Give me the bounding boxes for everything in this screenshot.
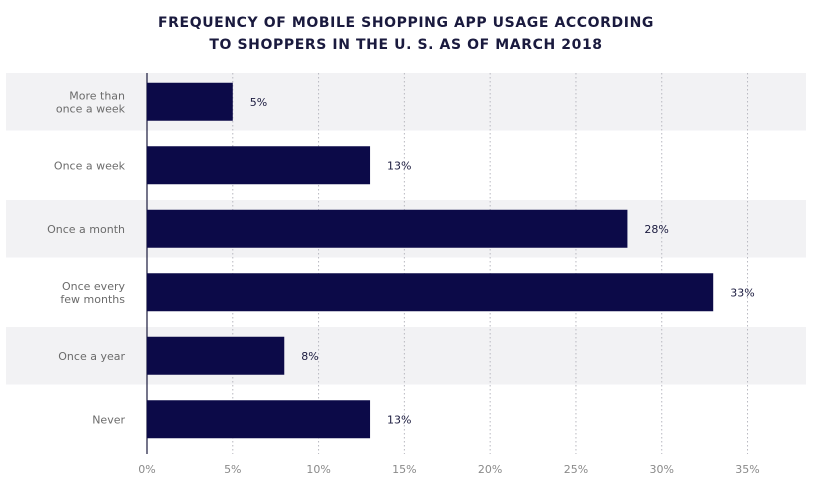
category-label: Once every (62, 280, 126, 293)
bar (147, 82, 233, 121)
x-tick-label: 10% (306, 463, 330, 476)
chart-title-line-1: FREQUENCY OF MOBILE SHOPPING APP USAGE A… (158, 15, 654, 31)
category-label: Once a week (54, 159, 126, 172)
category-label: More than (69, 89, 125, 102)
value-label: 33% (730, 286, 754, 299)
value-label: 13% (387, 159, 411, 172)
chart-title-line-2: TO SHOPPERS IN THE U. S. AS OF MARCH 201… (209, 37, 602, 53)
bar (147, 273, 714, 312)
value-labels: 5% 13% 28% 33% 8% 13% (250, 96, 755, 427)
category-label: once a week (56, 102, 126, 115)
value-label: 8% (301, 350, 318, 363)
bar (147, 146, 371, 185)
x-tick-label: 20% (478, 463, 502, 476)
value-label: 5% (250, 96, 267, 109)
value-label: 13% (387, 413, 411, 426)
grid-lines (232, 73, 749, 454)
category-label: Once a month (47, 223, 125, 236)
bar (147, 400, 371, 439)
x-tick-labels: 0% 5% 10% 15% 20% 25% 30% 35% (138, 463, 759, 476)
bar (147, 209, 628, 248)
x-tick-label: 25% (564, 463, 588, 476)
bar (147, 336, 285, 375)
row-band (6, 327, 806, 385)
x-tick-label: 5% (224, 463, 241, 476)
x-tick-label: 35% (735, 463, 759, 476)
row-band (6, 73, 806, 131)
category-label: Once a year (58, 350, 125, 363)
x-tick-label: 15% (392, 463, 416, 476)
value-label: 28% (644, 223, 668, 236)
bars (147, 82, 714, 439)
x-tick-label: 0% (138, 463, 155, 476)
category-label: few months (60, 293, 125, 306)
category-label: Never (92, 413, 125, 426)
x-tick-label: 30% (650, 463, 674, 476)
